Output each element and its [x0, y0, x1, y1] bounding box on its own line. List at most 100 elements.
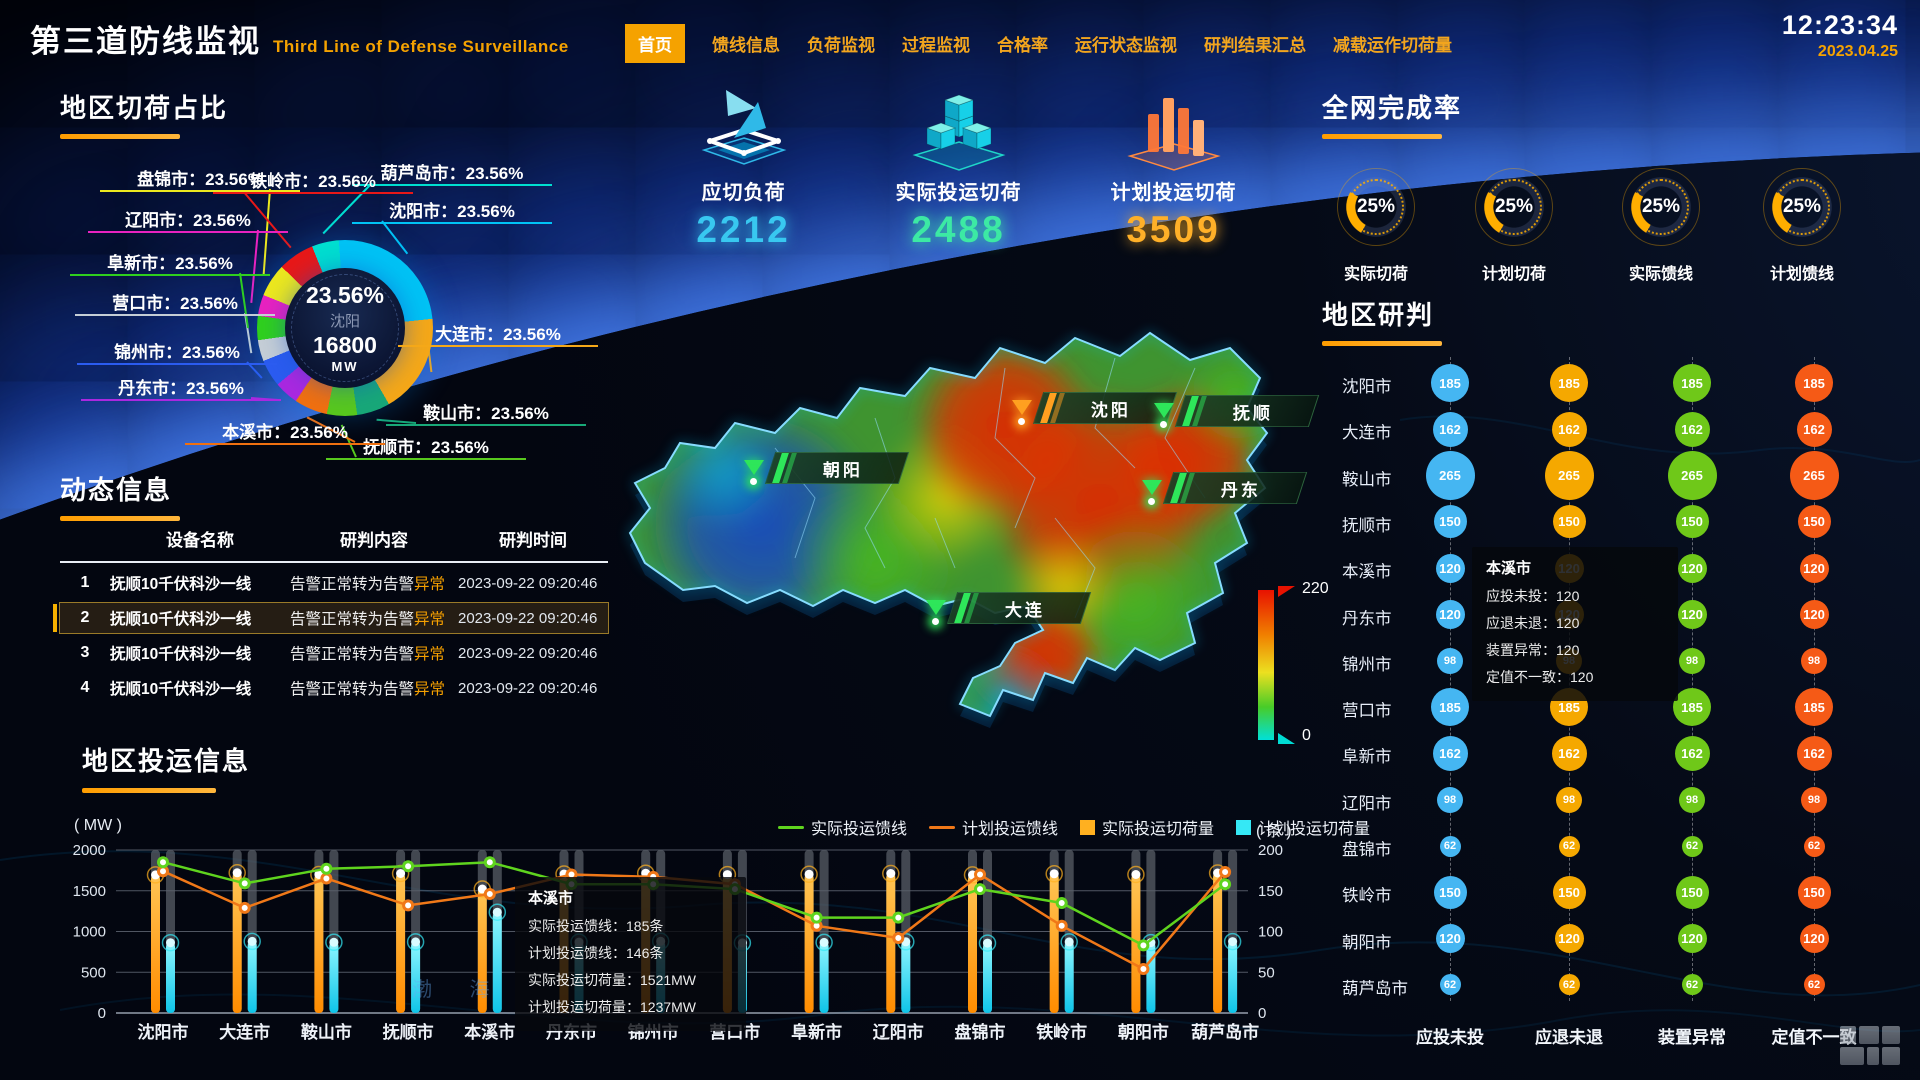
- judgment-bubble[interactable]: 62: [1681, 974, 1703, 996]
- judgment-bubble[interactable]: 98: [1801, 647, 1827, 674]
- judgment-category-label: 应投未投: [1416, 1028, 1484, 1047]
- donut-label-葫芦岛市: 葫芦岛市：23.56%: [352, 159, 552, 186]
- tooltip-line: 实际投运切荷量：1521MW: [528, 972, 697, 988]
- judgment-bubble[interactable]: 120: [1799, 553, 1829, 583]
- row-content: 告警正常转为告警异常: [290, 681, 446, 698]
- judgment-bubble[interactable]: 150: [1552, 505, 1586, 539]
- map-label-丹东[interactable]: 丹东: [1142, 472, 1308, 505]
- label-text: 抚顺: [1233, 403, 1273, 423]
- judgment-bubble[interactable]: 150: [1797, 505, 1831, 539]
- legend-item-计划投运馈线[interactable]: 计划投运馈线: [929, 815, 1058, 839]
- abnormal-highlight: 异常: [414, 681, 446, 698]
- judgment-bubble[interactable]: 120: [1677, 553, 1707, 583]
- judgment-bubble[interactable]: 62: [1558, 835, 1580, 857]
- table-row[interactable]: 2 抚顺10千伏科沙一线 告警正常转为告警异常 2023-09-22 09:20:46: [53, 602, 609, 634]
- row-index: 2: [80, 609, 90, 626]
- tooltip-line: 实际投运馈线：185条: [528, 918, 664, 934]
- legend-item-实际投运馈线[interactable]: 实际投运馈线: [778, 815, 907, 839]
- judgment-bubble[interactable]: 162: [1432, 735, 1468, 771]
- judgment-bubble[interactable]: 120: [1435, 924, 1465, 954]
- judgment-bubble[interactable]: 162: [1551, 411, 1587, 447]
- judgment-bubble[interactable]: 265: [1425, 451, 1475, 501]
- nav-item-馈线信息[interactable]: 馈线信息: [712, 36, 780, 55]
- judgment-bubble[interactable]: 120: [1677, 924, 1707, 954]
- judgment-bubble[interactable]: 265: [1544, 451, 1594, 501]
- judgment-bubble[interactable]: 185: [1795, 688, 1833, 727]
- region-judgment-title: 地区研判: [1322, 300, 1435, 330]
- title-underline: [1322, 134, 1442, 139]
- judgment-bubble[interactable]: 120: [1435, 600, 1465, 629]
- map-area: 朝阳 沈阳 抚顺 丹东 大连 220 0: [575, 268, 1345, 798]
- gauge-dotted-ring: [1633, 179, 1689, 235]
- nav-item-过程监视[interactable]: 过程监视: [902, 36, 970, 55]
- judgment-bubble[interactable]: 98: [1437, 786, 1463, 813]
- judgment-bubble[interactable]: 98: [1679, 786, 1705, 813]
- judgment-bubble[interactable]: 162: [1796, 735, 1832, 771]
- map-label-抚顺[interactable]: 抚顺: [1154, 395, 1320, 428]
- judgment-bubble[interactable]: 98: [1556, 786, 1582, 813]
- time-display: 12:23:34: [1781, 10, 1898, 40]
- nav-item-减载运作切荷量[interactable]: 减载运作切荷量: [1333, 36, 1452, 55]
- nav-item-研判结果汇总[interactable]: 研判结果汇总: [1204, 36, 1306, 55]
- judgment-bubble[interactable]: 62: [1558, 974, 1580, 996]
- table-row[interactable]: 3 抚顺10千伏科沙一线 告警正常转为告警异常 2023-09-22 09:20:46: [60, 638, 608, 668]
- judgment-bubble[interactable]: 150: [1675, 875, 1709, 909]
- judgment-bubble[interactable]: 62: [1439, 835, 1461, 857]
- judgment-bubble[interactable]: 162: [1796, 411, 1832, 447]
- judgment-bubble[interactable]: 120: [1799, 924, 1829, 954]
- judgment-bubble[interactable]: 150: [1797, 875, 1831, 909]
- judgment-bubble[interactable]: 150: [1675, 505, 1709, 539]
- row-time: 2023-09-22 09:20:46: [458, 609, 598, 627]
- judgment-bubble[interactable]: 150: [1433, 505, 1467, 539]
- judgment-bubble[interactable]: 98: [1801, 786, 1827, 813]
- judgment-bubble[interactable]: 62: [1681, 835, 1703, 857]
- judgment-bubble[interactable]: 120: [1799, 600, 1829, 629]
- judgment-bubble[interactable]: 185: [1795, 364, 1833, 402]
- legend-item-实际投运切荷量[interactable]: 实际投运切荷量: [1080, 815, 1214, 839]
- judgment-bubble[interactable]: 185: [1431, 364, 1469, 402]
- kpi-label: 实际投运切荷: [895, 182, 1022, 204]
- judgment-bubble[interactable]: 150: [1552, 875, 1586, 909]
- nav-item-首页[interactable]: 首页: [625, 24, 685, 63]
- legend-item-计划投运切荷量[interactable]: 计划投运切荷量: [1236, 815, 1370, 839]
- chart-legend: 实际投运馈线 计划投运馈线 实际投运切荷量 计划投运切荷量: [778, 815, 1370, 839]
- label-text: 丹东: [1221, 480, 1261, 500]
- donut-center: 23.56% 沈阳 16800 MW: [285, 268, 405, 388]
- map-label-大连[interactable]: 大连: [926, 592, 1092, 625]
- judgment-bubble[interactable]: 185: [1431, 688, 1469, 727]
- judgment-bubble[interactable]: 162: [1432, 411, 1468, 447]
- table-row[interactable]: 1 抚顺10千伏科沙一线 告警正常转为告警异常 2023-09-22 09:20:46: [60, 568, 608, 598]
- table-row[interactable]: 4 抚顺10千伏科沙一线 告警正常转为告警异常 2023-09-22 09:20:46: [60, 673, 608, 703]
- judgment-bubble[interactable]: 185: [1550, 364, 1588, 402]
- row-index: 1: [80, 574, 90, 591]
- brand: 第三道防线监视 Third Line of Defense Surveillan…: [30, 16, 569, 61]
- nav-item-负荷监视[interactable]: 负荷监视: [807, 36, 875, 55]
- judgment-bubble[interactable]: 98: [1679, 647, 1705, 674]
- judgment-bubble[interactable]: 162: [1674, 411, 1710, 447]
- judgment-bubble[interactable]: 265: [1789, 451, 1839, 501]
- nav-item-合格率[interactable]: 合格率: [997, 36, 1048, 55]
- judgment-bubble[interactable]: 120: [1435, 553, 1465, 583]
- judgment-bubble[interactable]: 98: [1437, 647, 1463, 674]
- province-heatmap[interactable]: [575, 268, 1315, 768]
- judgment-bubble[interactable]: 185: [1673, 364, 1711, 402]
- judgment-bubble[interactable]: 62: [1439, 974, 1461, 996]
- judgment-bubble[interactable]: 162: [1551, 735, 1587, 771]
- judgment-bubble[interactable]: 62: [1803, 835, 1825, 857]
- location-marker-icon: [1012, 400, 1032, 415]
- judgment-bubble[interactable]: 162: [1674, 735, 1710, 771]
- judgment-bubble[interactable]: 185: [1673, 688, 1711, 727]
- judgment-bubble[interactable]: 265: [1667, 451, 1717, 501]
- abnormal-highlight: 异常: [414, 576, 446, 593]
- judgment-category-label: 定值不一致: [1771, 1028, 1857, 1047]
- map-label-沈阳[interactable]: 沈阳: [1012, 392, 1178, 425]
- nav-item-运行状态监视[interactable]: 运行状态监视: [1075, 36, 1177, 55]
- colorbar-min-label: 0: [1302, 727, 1311, 744]
- judgment-bubble[interactable]: 120: [1677, 600, 1707, 629]
- judgment-bubble[interactable]: 150: [1433, 875, 1467, 909]
- judgment-bubble[interactable]: 62: [1803, 974, 1825, 996]
- map-label-朝阳[interactable]: 朝阳: [744, 452, 910, 485]
- label-banner: 丹东: [1162, 472, 1308, 504]
- judgment-bubble[interactable]: 120: [1554, 924, 1584, 954]
